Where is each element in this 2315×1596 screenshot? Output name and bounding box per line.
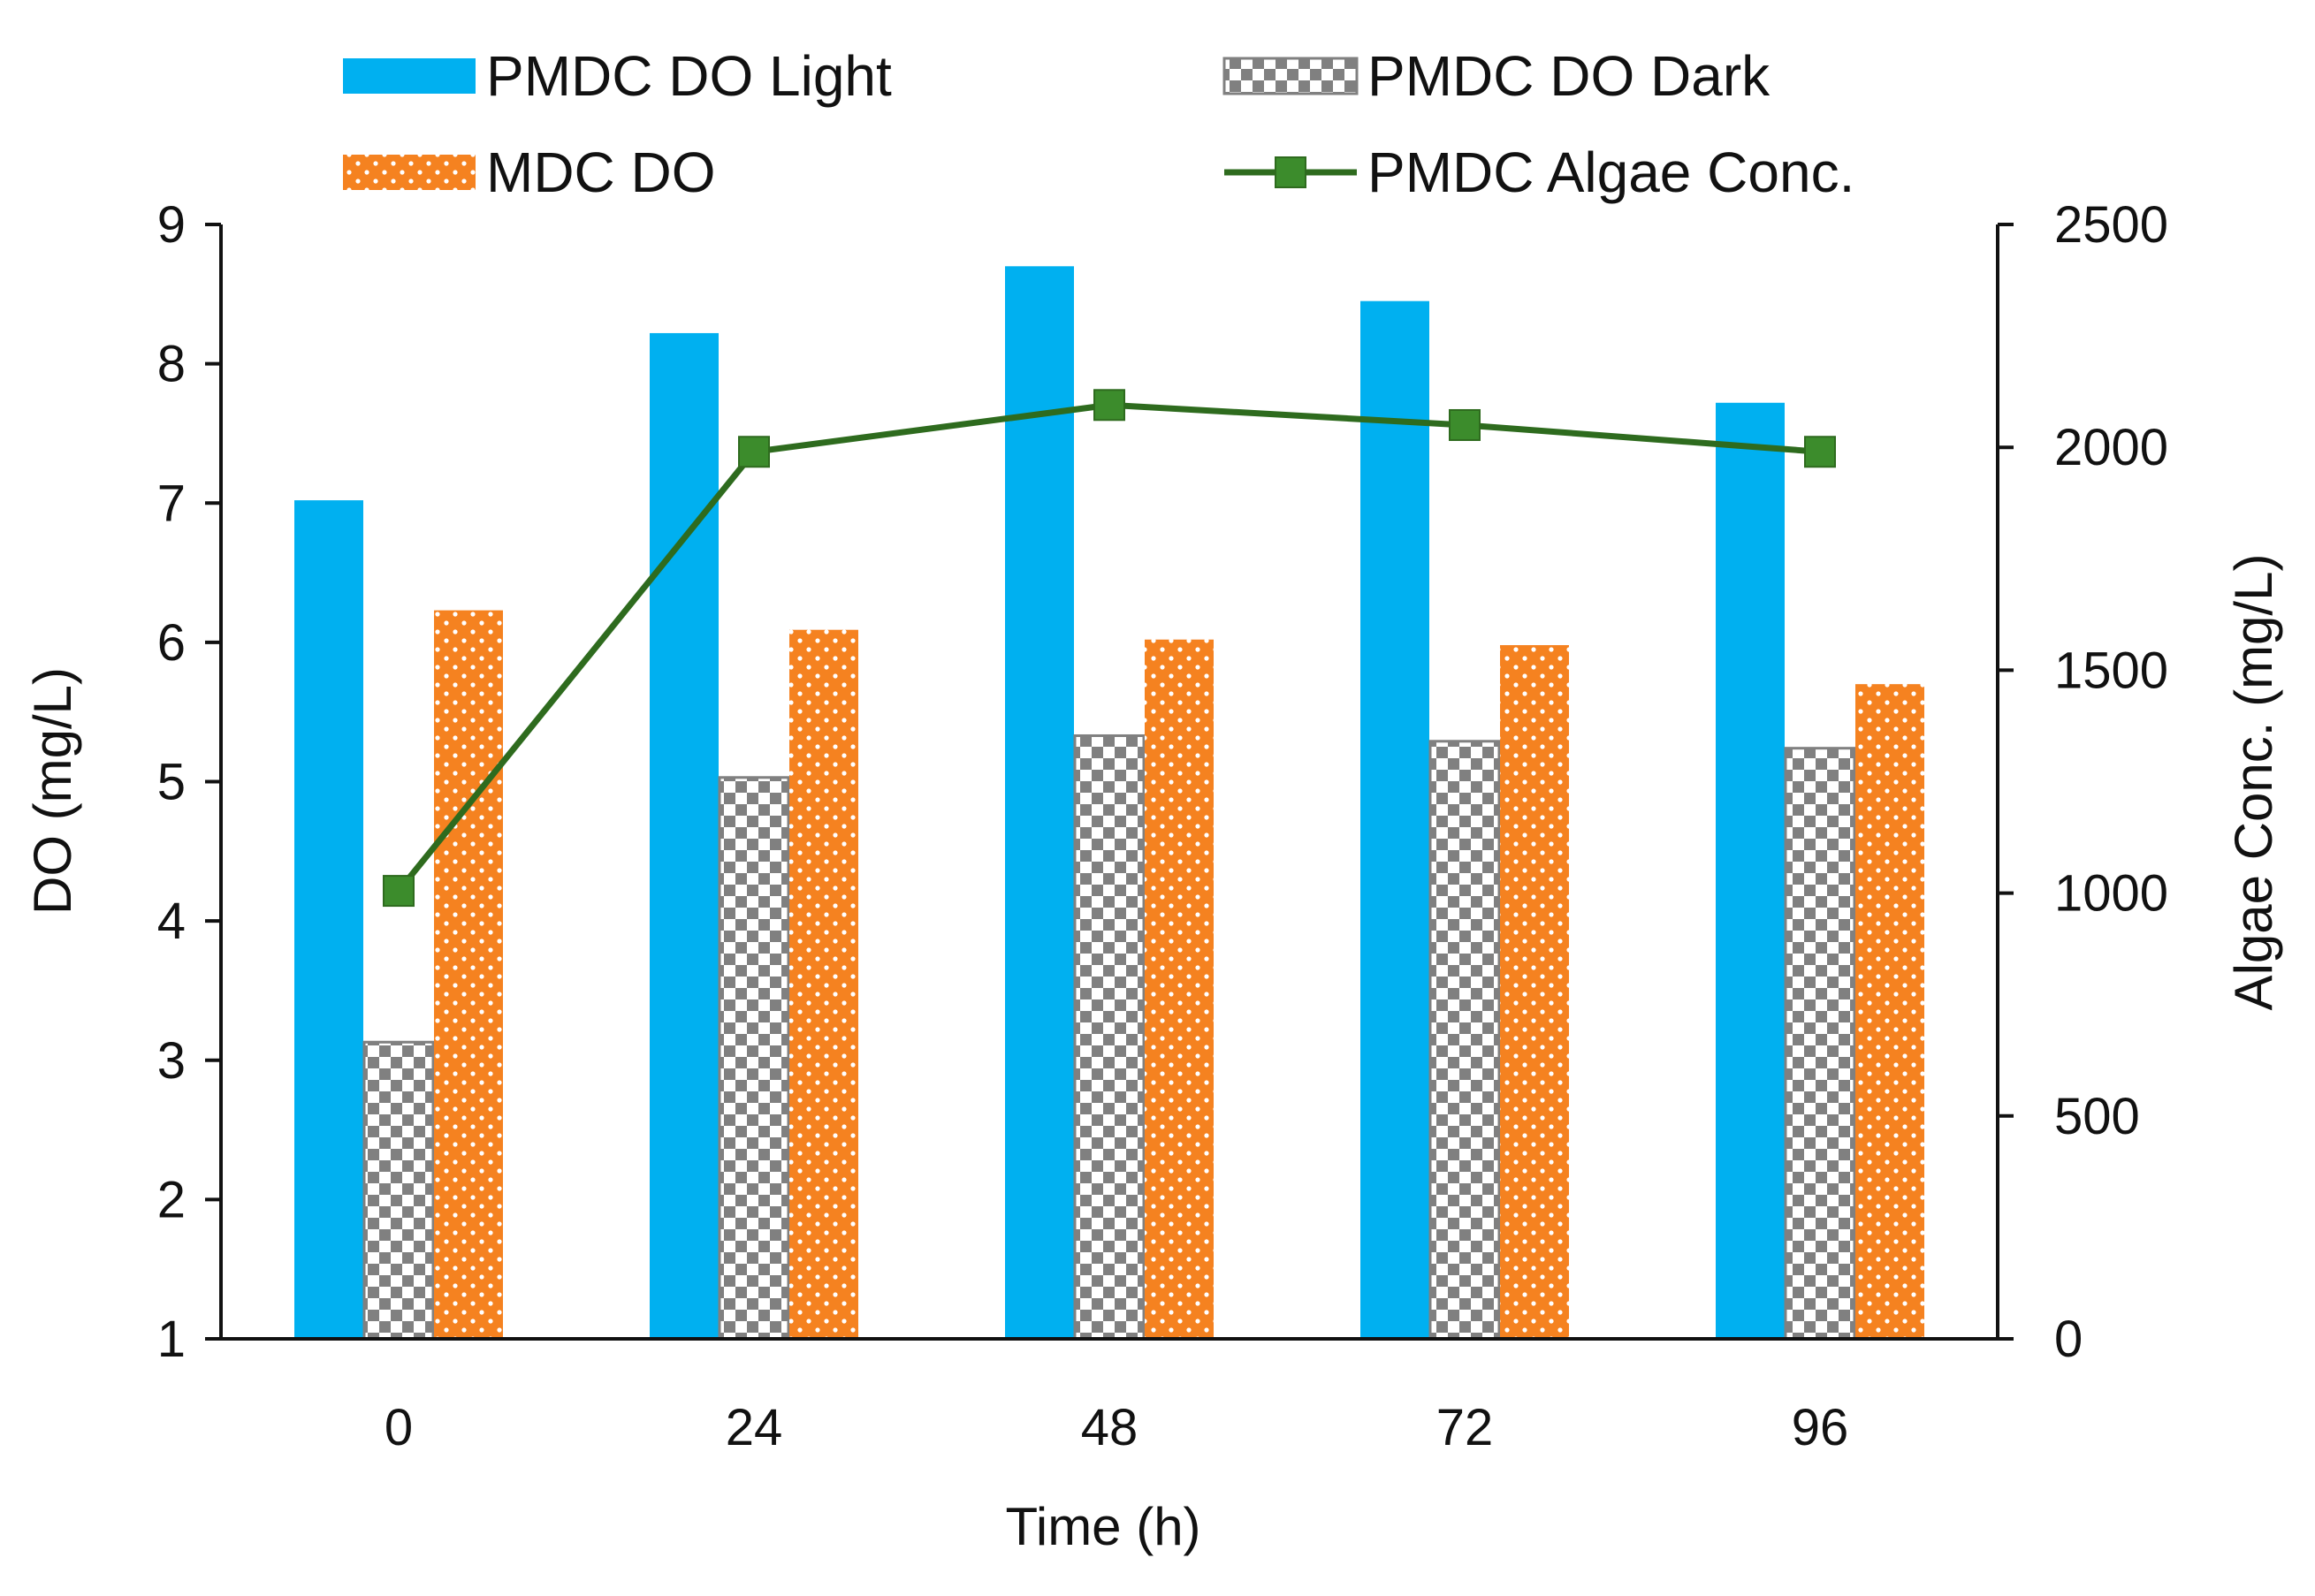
x-axis-title: Time (h) [1005,1497,1200,1556]
x-tick-label-48: 48 [1081,1399,1138,1456]
y-tick-label-2: 2 [157,1171,186,1228]
y2-tick-label-2500: 2500 [2054,196,2168,254]
y2-tick-label-2000: 2000 [2054,419,2168,476]
algae-conc-point-24 [738,436,770,468]
x-tick-label-24: 24 [726,1399,783,1456]
y-tick-label-7: 7 [157,475,186,532]
x-tick-label-0: 0 [385,1399,413,1456]
y-tick-label-3: 3 [157,1032,186,1090]
legend-pmdc-do-dark-swatch [1222,57,1359,95]
x-tick-label-96: 96 [1792,1399,1849,1456]
y2-axis-title: Algae Conc. (mg/L) [2224,554,2283,1011]
legend-pmdc-do-light-swatch [343,58,476,94]
bar-pmdc-do-dark-72 [1428,740,1501,1341]
x-tick-label-72: 72 [1436,1399,1494,1456]
legend-mdc-do-label: MDC DO [486,141,716,204]
algae-conc-point-48 [1093,389,1125,422]
y-tick-label-6: 6 [157,614,186,672]
y-tick-label-4: 4 [157,893,186,950]
legend: PMDC DO Light PMDC DO Dark MDC DO PMDC Alga… [343,44,1854,204]
legend-pmdc-algae-conc--label: PMDC Algae Conc. [1367,141,1854,204]
algae-conc-point-0 [383,875,415,908]
bar-mdc-do-72 [1500,645,1569,1339]
y-axis-title: DO (mg/L) [23,667,82,915]
bar-pmdc-do-dark-48 [1073,733,1146,1341]
bar-pmdc-do-light-96 [1716,402,1785,1339]
bar-pmdc-do-light-48 [1005,266,1074,1340]
y-tick-label-5: 5 [157,754,186,811]
y-tick-label-9: 9 [157,196,186,254]
line-layer [383,389,1836,908]
bar-pmdc-do-light-72 [1360,300,1429,1340]
algae-conc-point-96 [1804,436,1836,468]
y2-tick-label-1500: 1500 [2054,642,2168,699]
legend-pmdc-do-dark-label: PMDC DO Dark [1367,44,1771,108]
y2-tick-label-500: 500 [2054,1088,2140,1145]
algae-conc-point-72 [1449,408,1481,441]
y2-tick-label-0: 0 [2054,1311,2083,1368]
bar-mdc-do-96 [1855,684,1924,1339]
bar-mdc-do-48 [1145,639,1214,1339]
y2-tick-label-1000: 1000 [2054,865,2168,923]
legend-pmdc-algae-conc--swatch-marker [1275,156,1306,188]
bar-pmdc-do-dark-24 [718,776,790,1341]
bar-pmdc-do-dark-0 [362,1040,435,1341]
y-tick-label-1: 1 [157,1311,186,1368]
bars [294,266,1924,1341]
bar-mdc-do-24 [789,629,858,1339]
legend-mdc-do-swatch [343,155,476,190]
bar-mdc-do-0 [434,610,503,1339]
legend-pmdc-do-light-label: PMDC DO Light [486,44,892,108]
bar-pmdc-do-light-24 [650,332,719,1339]
axes: 1 2 3 4 5 6 7 8 9 0 500 1000 1500 2000 2500 0 24 48 72 96 [157,196,2168,1456]
bar-pmdc-do-light-0 [294,500,363,1339]
y-tick-label-8: 8 [157,336,186,393]
bar-pmdc-do-dark-96 [1784,747,1856,1341]
